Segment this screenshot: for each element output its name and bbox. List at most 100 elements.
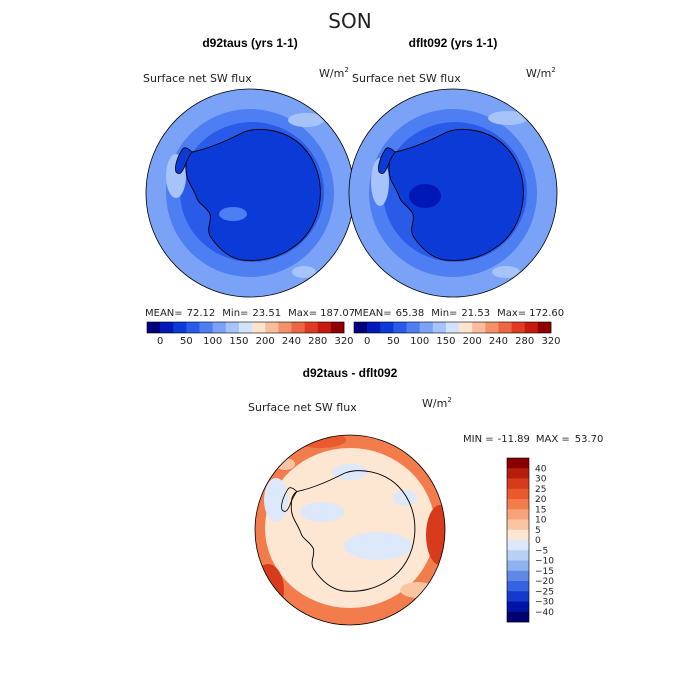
field-label: Surface net SW flux bbox=[143, 72, 252, 85]
units-label: W/m2 bbox=[422, 396, 452, 410]
colorbar-swatch bbox=[419, 322, 434, 333]
colorbar-tick-label: 200 bbox=[463, 336, 482, 347]
colorbar-swatch bbox=[507, 509, 529, 520]
colorbar-swatch bbox=[173, 322, 187, 333]
mean-value: 65.38 bbox=[396, 308, 425, 319]
colorbar-swatch bbox=[507, 601, 529, 613]
max-value: 172.60 bbox=[529, 308, 564, 319]
units-sup: 2 bbox=[551, 66, 555, 74]
map-ice-patch bbox=[264, 478, 288, 522]
colorbar-tick-label: −25 bbox=[535, 587, 554, 597]
colorbar-swatch bbox=[485, 322, 499, 333]
polar-map bbox=[349, 89, 557, 297]
units-sup: 2 bbox=[344, 66, 348, 74]
map-ice-patch bbox=[393, 490, 417, 506]
colorbar-swatch bbox=[432, 322, 447, 333]
colorbar-swatch bbox=[507, 550, 529, 561]
colorbar-frame bbox=[146, 321, 345, 334]
max-label: Max= bbox=[497, 308, 526, 319]
colorbar-swatch bbox=[186, 322, 200, 333]
field-label: Surface net SW flux bbox=[352, 72, 461, 85]
map-rim-strong bbox=[255, 564, 284, 616]
colorbar-tick-label: −20 bbox=[535, 577, 554, 587]
colorbar-swatch bbox=[507, 581, 529, 592]
units-label: W/m2 bbox=[319, 66, 349, 80]
colorbar-swatch bbox=[160, 322, 174, 333]
colorbar-swatch bbox=[238, 322, 253, 333]
colorbar-swatch bbox=[507, 529, 529, 541]
colorbar-tick-label: 320 bbox=[541, 336, 560, 347]
colorbar-swatch bbox=[199, 322, 213, 333]
colorbar-swatch bbox=[472, 322, 486, 333]
colorbar-swatch bbox=[354, 322, 368, 333]
colorbar-swatch bbox=[265, 322, 279, 333]
colorbar-swatch bbox=[507, 468, 529, 479]
min-value: 23.51 bbox=[252, 308, 281, 319]
mean-label: MEAN= bbox=[354, 308, 392, 319]
colorbar: 0 50 100 150 200 240 280 320 bbox=[146, 321, 354, 347]
colorbar-swatch bbox=[304, 322, 319, 333]
colorbar-swatch bbox=[393, 322, 407, 333]
units-label: W/m2 bbox=[526, 66, 556, 80]
colorbar-tick-label: 240 bbox=[282, 336, 301, 347]
colorbar-swatch bbox=[291, 322, 305, 333]
stats-line: MEAN= 65.38 Min= 21.53 Max= 172.60 bbox=[354, 308, 564, 319]
colorbar-swatch bbox=[147, 322, 161, 333]
units-base: W/m bbox=[319, 67, 344, 80]
map-patch bbox=[219, 207, 247, 221]
colorbar-swatch bbox=[507, 478, 529, 490]
colorbar-tick-label: 150 bbox=[436, 336, 455, 347]
map-rim-strong bbox=[426, 505, 445, 565]
map-inner-field bbox=[265, 448, 435, 608]
map-patch bbox=[409, 184, 441, 208]
colorbar-tick-label: 50 bbox=[180, 336, 193, 347]
colorbar-tick-label: 40 bbox=[535, 464, 547, 474]
colorbar-swatch bbox=[537, 322, 552, 333]
colorbar-swatch bbox=[507, 499, 529, 510]
colorbar-tick-label: −5 bbox=[535, 546, 548, 556]
mean-label: MEAN= bbox=[145, 308, 183, 319]
colorbar-tick-label: 15 bbox=[535, 505, 546, 515]
colorbar-swatch bbox=[507, 611, 529, 623]
mean-value: 72.12 bbox=[187, 308, 216, 319]
colorbar-tick-label: 20 bbox=[535, 495, 547, 505]
max-label: MAX = bbox=[536, 434, 570, 445]
colorbar-tick-label: 50 bbox=[387, 336, 400, 347]
colorbar-swatch bbox=[507, 519, 529, 531]
map-patch bbox=[492, 266, 520, 278]
units-base: W/m bbox=[526, 67, 551, 80]
colorbar-swatch bbox=[507, 591, 529, 602]
colorbar-tick-label: 10 bbox=[535, 516, 547, 526]
colorbar-tick-label: 0 bbox=[364, 336, 370, 347]
map-patch bbox=[488, 111, 528, 125]
units-sup: 2 bbox=[447, 396, 451, 404]
colorbar-swatch bbox=[498, 322, 512, 333]
colorbar-swatch bbox=[367, 322, 381, 333]
min-value: 21.53 bbox=[461, 308, 490, 319]
polar-map bbox=[146, 89, 354, 297]
min-label: Min= bbox=[431, 308, 457, 319]
panel-d92taus: d92taus (yrs 1-1) Surface net SW flux W/… bbox=[143, 36, 355, 347]
colorbar-tick-label: 240 bbox=[489, 336, 508, 347]
max-value: 187.07 bbox=[320, 308, 355, 319]
colorbar-swatch bbox=[212, 322, 227, 333]
colorbar-swatch bbox=[524, 322, 539, 333]
season-title: SON bbox=[328, 9, 371, 33]
colorbar-swatch bbox=[380, 322, 394, 333]
panel-title: d92taus (yrs 1-1) bbox=[202, 36, 297, 50]
colorbar-tick-label: −40 bbox=[535, 608, 554, 618]
max-value: 53.70 bbox=[575, 434, 604, 445]
colorbar-swatch bbox=[406, 322, 420, 333]
max-label: Max= bbox=[288, 308, 317, 319]
colorbar-swatch bbox=[317, 322, 332, 333]
colorbar-swatch bbox=[507, 540, 529, 551]
panel-title: d92taus - dflt092 bbox=[303, 366, 398, 380]
min-value: -11.89 bbox=[498, 434, 530, 445]
map-warm-patch bbox=[400, 582, 436, 598]
colorbar-tick-label: 5 bbox=[535, 526, 541, 536]
colorbar-tick-label: 0 bbox=[535, 536, 541, 546]
colorbar-tick-label: −30 bbox=[535, 598, 554, 608]
map-patch bbox=[292, 266, 316, 278]
